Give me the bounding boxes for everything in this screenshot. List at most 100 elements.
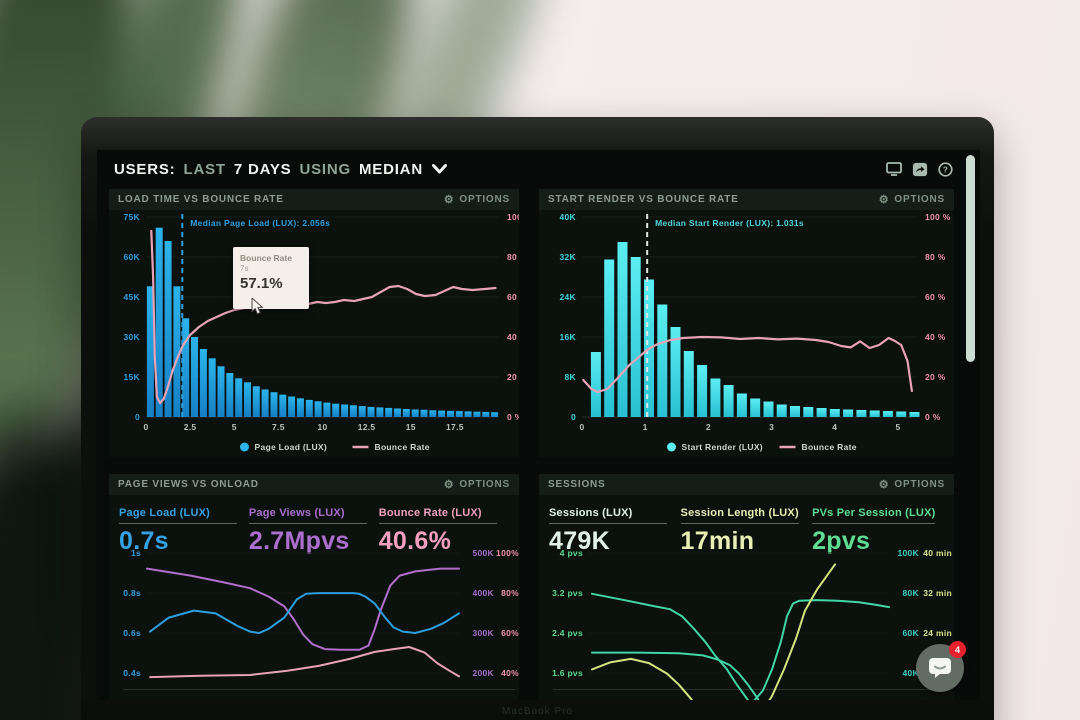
- x-axis-tick: 10: [317, 422, 327, 432]
- x-axis-tick: 0: [143, 422, 148, 432]
- panel-sessions: SESSIONS ⚙ OPTIONS Sessions (LUX) 479K S…: [539, 474, 954, 700]
- y2-axis-tick: 20 %: [925, 372, 946, 382]
- y-axis-tick: 0.4s: [123, 668, 141, 678]
- metric-label: Page Views (LUX): [248, 507, 367, 524]
- options-label: OPTIONS: [459, 194, 510, 205]
- gear-icon: ⚙: [878, 478, 890, 491]
- title-part: USING: [299, 160, 351, 178]
- panel-title: SESSIONS: [548, 479, 606, 490]
- histogram-bar: [697, 365, 708, 417]
- histogram-bar: [776, 404, 787, 417]
- histogram-bar: [843, 409, 854, 417]
- legend-dot: [240, 442, 249, 452]
- y3-axis-tick: 24 min: [923, 628, 952, 638]
- options-label: OPTIONS: [459, 479, 510, 490]
- y-axis-tick: 4 pvs: [560, 549, 583, 558]
- histogram-bar: [367, 406, 375, 417]
- x-axis-tick: 5: [232, 422, 237, 432]
- x-axis-tick: 0: [579, 422, 584, 432]
- display-icon[interactable]: [885, 162, 902, 177]
- histogram-bar: [429, 410, 437, 417]
- y2-axis-tick: 500K: [472, 549, 494, 558]
- metric-value: 2.7Mpvs: [248, 527, 350, 555]
- start-render-chart: 40K 100 % 32K 80 % 24K 60 % 16K 40 % 8K 20 % 0 0 % 0…: [560, 212, 951, 452]
- x-axis-tick: 1: [643, 422, 648, 432]
- share-icon[interactable]: [911, 162, 928, 177]
- metric-value: 17min: [680, 527, 755, 555]
- options-button[interactable]: ⚙ OPTIONS: [879, 479, 945, 490]
- histogram-bar: [683, 351, 694, 417]
- bounce-rate-line: [149, 646, 460, 679]
- metric-value: 2pvs: [812, 527, 871, 555]
- options-button[interactable]: ⚙ OPTIONS: [444, 194, 510, 205]
- panel-header: SESSIONS ⚙ OPTIONS: [539, 474, 954, 495]
- panel-header: PAGE VIEWS VS ONLOAD ⚙ OPTIONS: [109, 474, 519, 495]
- chat-widget-button[interactable]: 4: [916, 641, 966, 692]
- histogram-bar: [473, 411, 481, 417]
- y-axis-tick: 0.8s: [123, 588, 141, 598]
- page-views-onload-chart: 1s 500K 100% 0.8s 400K 80% 0.6s 300K 60% 0.4s 200K…: [123, 549, 519, 690]
- tooltip-x-label: 7s: [240, 264, 249, 273]
- histogram-bar: [164, 241, 172, 417]
- panel-title: START RENDER VS BOUNCE RATE: [548, 194, 739, 205]
- legend-label: Page Load (LUX): [255, 442, 328, 452]
- load-time-chart: 75K 100 % 60K 80 % 45K 60 % 30K 40 % 15K 20 % 0 0 %…: [124, 212, 520, 452]
- y-axis-tick: 75K: [124, 212, 141, 222]
- options-button[interactable]: ⚙ OPTIONS: [879, 194, 945, 205]
- page-load-line: [149, 592, 460, 634]
- x-axis-tick: 5: [895, 422, 900, 432]
- metric-page-load: Page Load (LUX) 0.7s: [119, 497, 249, 555]
- histogram-bar: [420, 409, 428, 417]
- histogram-bar: [146, 286, 154, 417]
- gear-icon: ⚙: [878, 193, 890, 206]
- histogram-bar: [332, 403, 340, 417]
- x-axis-tick: 3: [769, 422, 774, 432]
- y2-axis-tick: 100 %: [507, 212, 519, 222]
- histogram-bar: [235, 378, 243, 417]
- title-part: 7 DAYS: [233, 160, 292, 178]
- help-glyph: ?: [943, 164, 949, 174]
- metric-label: PVs Per Session (LUX): [812, 507, 936, 524]
- histogram-bar: [199, 349, 207, 417]
- sessions-chart: 4 pvs 100K 40 min 3.2 pvs 80K 32 min 2.4 pvs 60…: [552, 549, 952, 700]
- legend-dot: [667, 442, 676, 452]
- histogram-bar: [394, 408, 401, 417]
- options-button[interactable]: ⚙ OPTIONS: [444, 479, 510, 490]
- panel-page-views-vs-onload: PAGE VIEWS VS ONLOAD ⚙ OPTIONS Page Load…: [109, 474, 519, 700]
- y2-axis-tick: 80 %: [925, 252, 946, 262]
- histogram-bar: [261, 389, 269, 417]
- panel-start-render-vs-bounce-rate: START RENDER VS BOUNCE RATE ⚙ OPTIONS 4 0…: [539, 189, 954, 457]
- histogram-bar: [710, 378, 721, 417]
- scrollbar-thumb[interactable]: [966, 155, 975, 362]
- histogram-bar: [803, 407, 814, 417]
- start-render-vs-bounce-rate-bars: [590, 242, 920, 417]
- x-axis-tick: 2.5: [184, 422, 197, 432]
- bounce-rate-line: [582, 335, 913, 394]
- y2-axis-tick: 100 %: [925, 212, 951, 222]
- users-filter-dropdown[interactable]: USERS: LAST 7 DAYS USING MEDIAN: [114, 161, 448, 178]
- y-axis-tick: 60K: [124, 252, 141, 262]
- histogram-bar: [191, 337, 198, 417]
- x-axis-tick: 4: [832, 422, 837, 432]
- y-axis-tick: 32K: [560, 252, 577, 262]
- session-length-line: [591, 563, 836, 700]
- mouse-cursor-icon: [251, 296, 264, 320]
- histogram-bar: [155, 227, 163, 417]
- title-part: LAST: [183, 160, 226, 178]
- laptop-bezel: MacBook Pro: [81, 700, 994, 720]
- histogram-bar: [447, 410, 454, 417]
- panel-header: START RENDER VS BOUNCE RATE ⚙ OPTIONS: [539, 189, 954, 210]
- histogram-bar: [590, 352, 601, 417]
- chart-legend: Start Render (LUX) Bounce Rate: [667, 442, 856, 452]
- x-axis-tick: 15: [406, 422, 416, 432]
- histogram-bar: [670, 327, 681, 417]
- histogram-bar: [288, 396, 296, 417]
- histogram-bar: [279, 394, 287, 417]
- y-axis-tick: 24K: [560, 292, 577, 302]
- metric-label: Sessions (LUX): [549, 507, 667, 524]
- histogram-bar: [630, 257, 641, 417]
- histogram-bar: [385, 407, 393, 417]
- y-axis-tick: 1.6 pvs: [552, 668, 583, 678]
- load-time-vs-bounce-rate-bars: [146, 227, 499, 417]
- help-icon[interactable]: ?: [937, 161, 954, 177]
